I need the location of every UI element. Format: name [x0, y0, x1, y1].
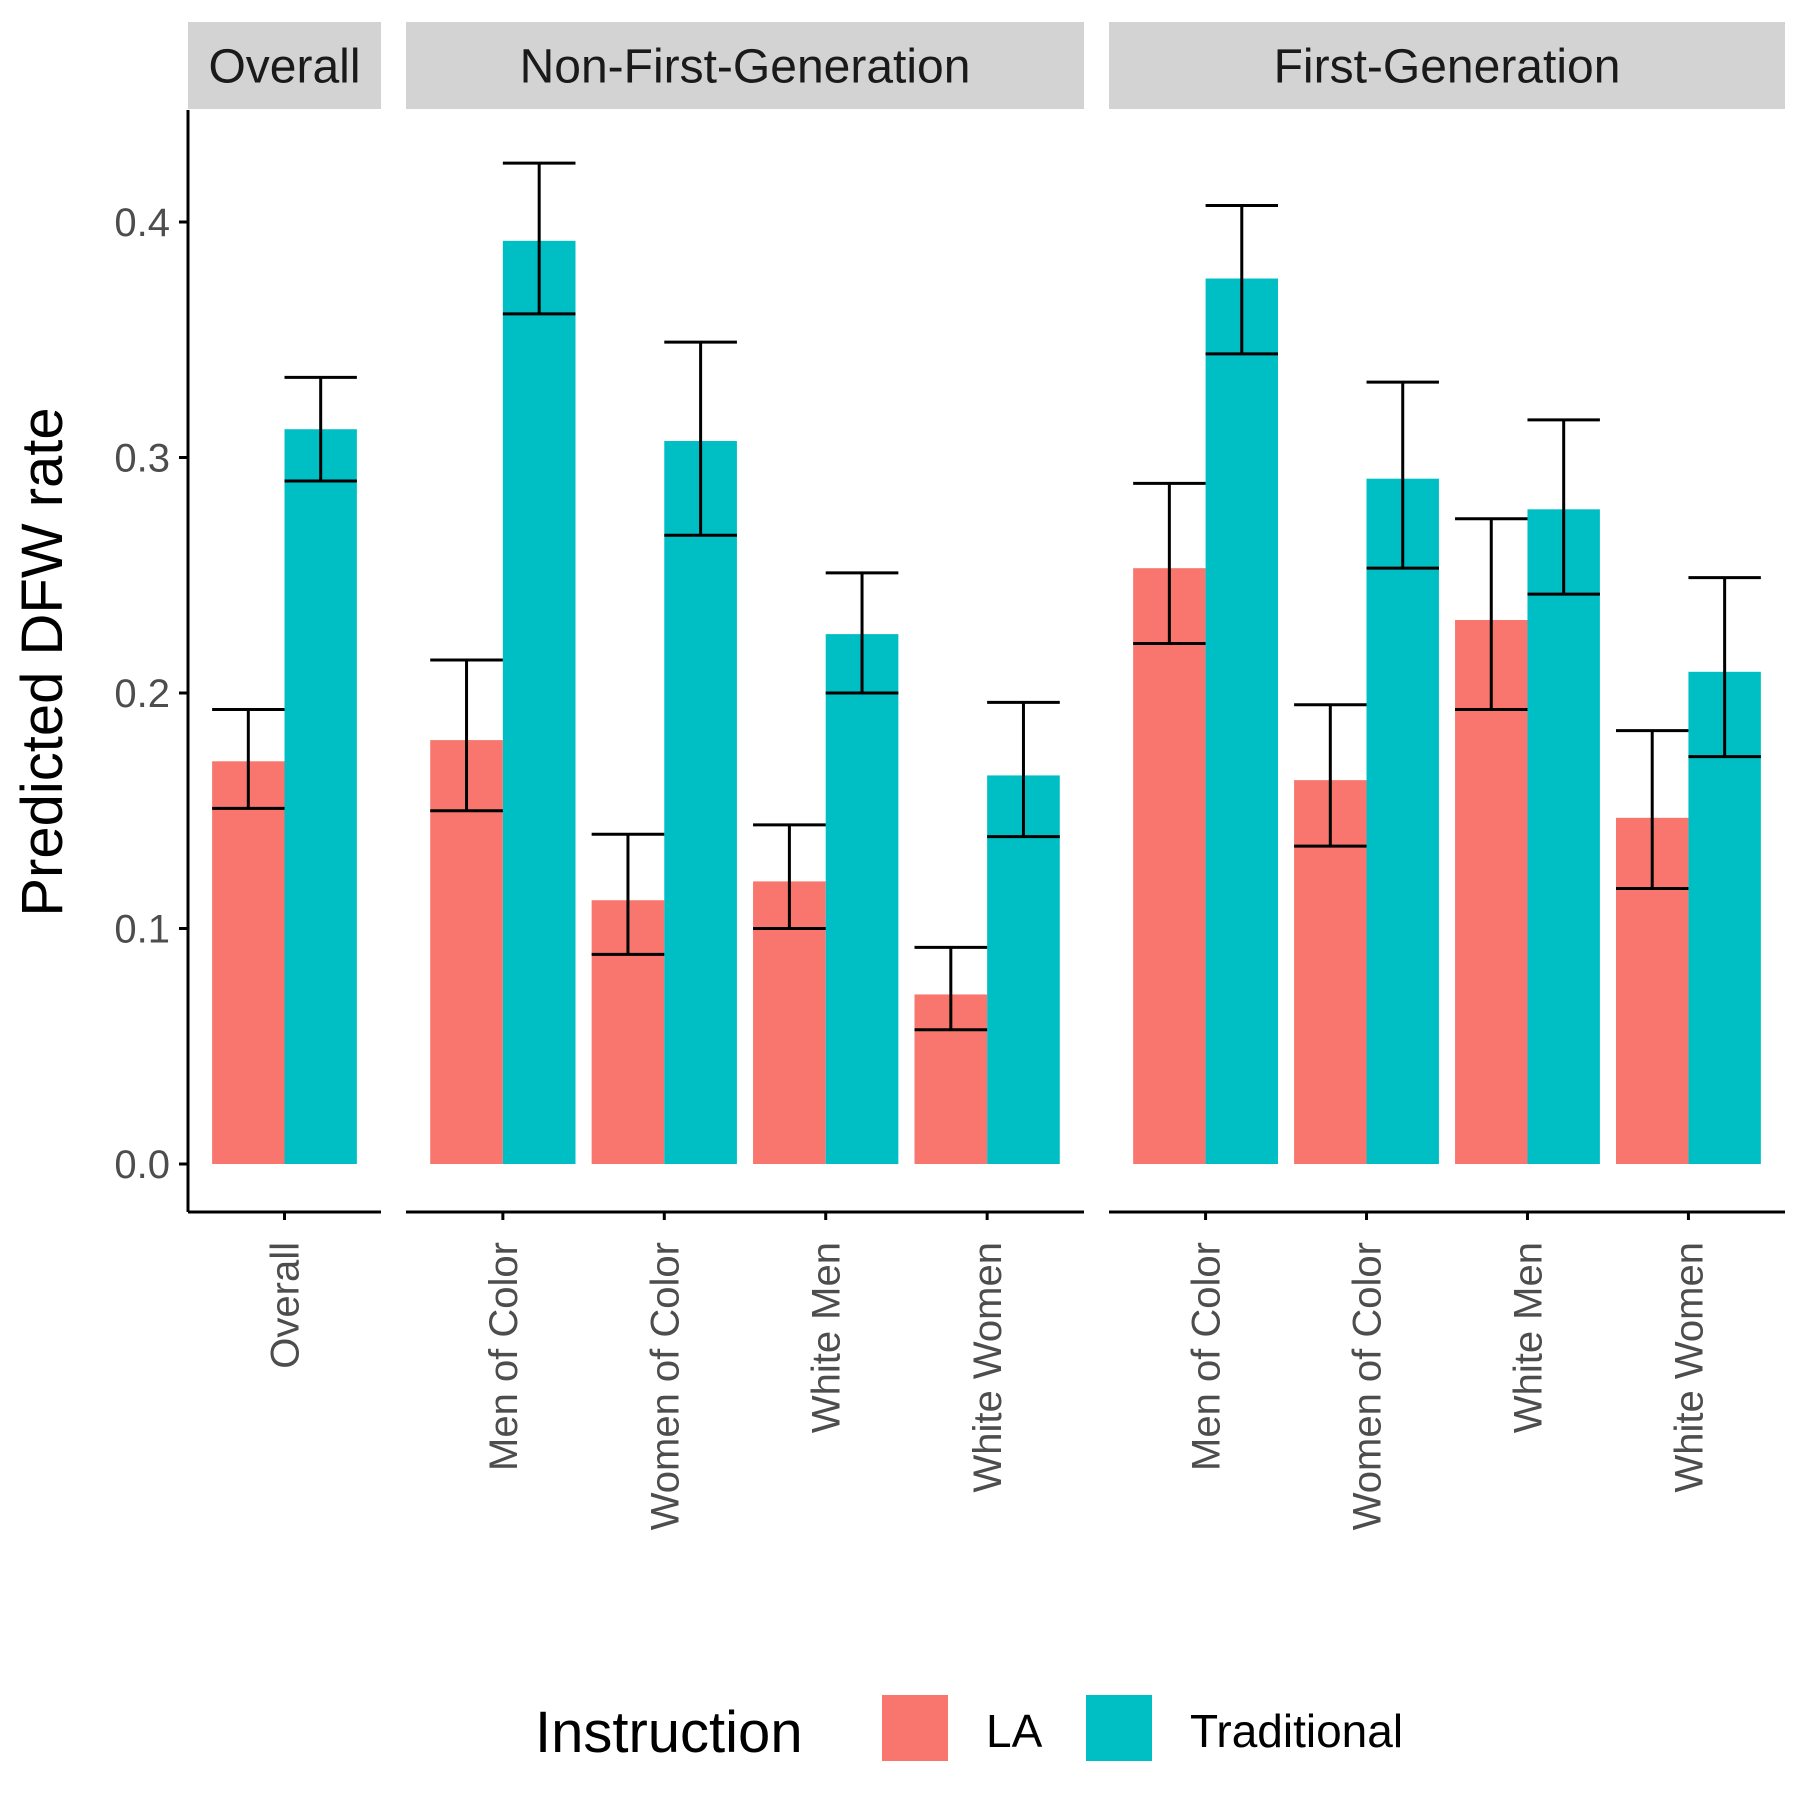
bar-first-generation-men-of-color-traditional: [1205, 278, 1278, 1164]
bar-non-first-generation-white-men-traditional: [825, 634, 899, 1164]
strip-non-first-generation: [406, 22, 1084, 109]
panel-first-generation: First-Generation Men of Color Women of Col…: [1109, 22, 1785, 1530]
x-tick-label: White Women: [966, 1242, 1010, 1492]
bar-first-generation-white-men-traditional: [1527, 509, 1600, 1164]
legend: Instruction LA Traditional: [535, 1695, 1403, 1765]
legend-swatch-la: [882, 1695, 948, 1761]
error-bar-first-generation-men-of-color-traditional: [1205, 204, 1278, 356]
strip-overall: [188, 22, 381, 109]
legend-swatch-traditional: [1086, 1695, 1152, 1761]
error-bar-first-generation-white-men-traditional: [1527, 418, 1600, 596]
error-bar-first-generation-white-women-la: [1616, 729, 1689, 890]
x-tick-label: Women of Color: [643, 1242, 687, 1530]
x-tick-label: Men of Color: [1185, 1242, 1229, 1471]
error-bar-overall-overall-traditional: [284, 375, 357, 483]
error-bar-non-first-generation-white-men-traditional: [825, 571, 899, 695]
strip-title: Non-First-Generation: [520, 41, 971, 94]
error-bar-first-generation-white-men-la: [1455, 517, 1528, 711]
x-tick-label: White Men: [805, 1242, 849, 1433]
error-bar-first-generation-white-women-traditional: [1688, 576, 1761, 759]
error-bar-non-first-generation-women-of-color-traditional: [664, 340, 737, 537]
bar-overall-overall-la: [212, 761, 285, 1164]
error-bar-non-first-generation-women-of-color-la: [591, 832, 665, 956]
x-tick-label: White Women: [1667, 1242, 1711, 1492]
panel-non-first-generation: Non-First-Generation Men of Color Women of…: [406, 22, 1084, 1530]
error-bar-non-first-generation-men-of-color-traditional: [502, 161, 576, 316]
x-tick-label: Overall: [264, 1242, 308, 1369]
bar-first-generation-men-of-color-la: [1133, 568, 1206, 1164]
y-tick-label: 0.2: [114, 672, 170, 716]
bar-non-first-generation-white-women-traditional: [987, 775, 1060, 1164]
legend-label-traditional: Traditional: [1190, 1705, 1403, 1757]
strip-title: First-Generation: [1274, 41, 1621, 94]
error-bar-non-first-generation-white-men-la: [753, 823, 826, 930]
error-bar-overall-overall-la: [212, 707, 285, 810]
x-tick-label: Women of Color: [1346, 1242, 1390, 1530]
y-tick-label: 0.1: [114, 908, 170, 952]
y-axis-label: Predicted DFW rate: [10, 407, 75, 916]
legend-title: Instruction: [535, 1700, 803, 1765]
legend-label-la: LA: [986, 1705, 1043, 1757]
x-tick-label: White Men: [1506, 1242, 1550, 1433]
bar-first-generation-women-of-color-traditional: [1366, 478, 1439, 1164]
panel-overall: Overall Overall: [188, 22, 381, 1369]
x-tick-label: Men of Color: [482, 1242, 526, 1471]
bar-non-first-generation-women-of-color-traditional: [664, 441, 737, 1164]
bar-overall-overall-traditional: [284, 429, 357, 1164]
y-tick-label: 0.4: [114, 201, 170, 245]
strip-first-generation: [1109, 22, 1785, 109]
error-bar-non-first-generation-men-of-color-la: [430, 658, 503, 813]
strip-title: Overall: [208, 41, 360, 94]
y-tick-label: 0.3: [114, 437, 170, 481]
facet-panels: Overall Overall Non-First-Generation Men of…: [188, 22, 1785, 1530]
error-bar-first-generation-women-of-color-la: [1294, 703, 1367, 848]
error-bar-non-first-generation-white-women-la: [914, 945, 988, 1032]
bar-non-first-generation-men-of-color-traditional: [502, 240, 576, 1165]
error-bar-first-generation-women-of-color-traditional: [1366, 380, 1439, 570]
y-tick-label: 0.0: [114, 1143, 170, 1187]
y-axis: 0.0 0.1 0.2 0.3 0.4: [114, 110, 190, 1212]
error-bar-non-first-generation-white-women-traditional: [987, 700, 1060, 839]
error-bar-first-generation-men-of-color-la: [1133, 481, 1206, 646]
